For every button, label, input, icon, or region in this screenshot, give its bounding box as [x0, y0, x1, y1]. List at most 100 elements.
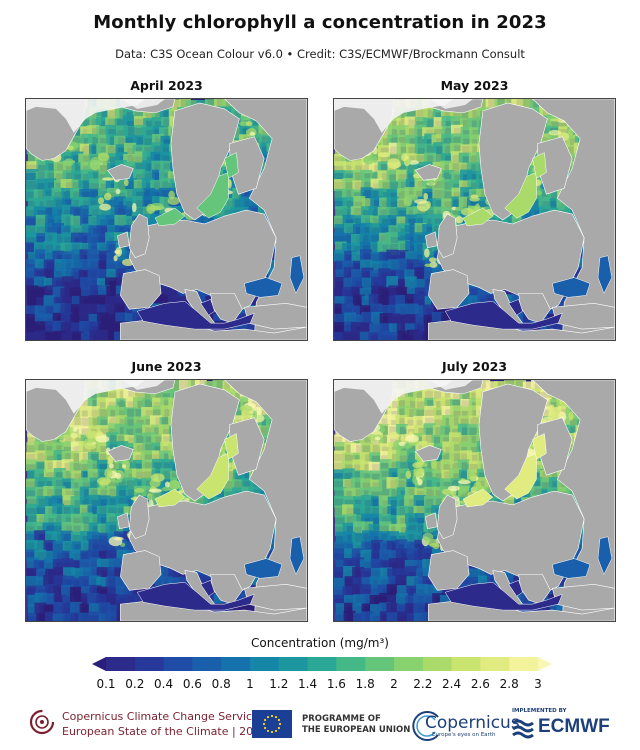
chlorophyll-cell — [353, 215, 366, 228]
chlorophyll-cell — [451, 133, 464, 146]
chlorophyll-cell — [432, 424, 445, 437]
chlorophyll-cell — [468, 152, 481, 165]
chlorophyll-cell — [105, 277, 117, 290]
chlorophyll-cell — [469, 398, 482, 411]
chlorophyll-cell — [106, 496, 119, 509]
chlorophyll-cell — [413, 161, 426, 174]
chlorophyll-cell — [44, 477, 56, 490]
chlorophyll-cell — [413, 206, 425, 218]
chlorophyll-cell — [360, 549, 373, 562]
chlorophyll-cell — [105, 305, 118, 317]
bloom-patch — [98, 152, 110, 162]
chlorophyll-cell — [413, 495, 426, 507]
chlorophyll-cell — [360, 222, 373, 235]
chlorophyll-cell — [35, 585, 48, 598]
chlorophyll-cell — [359, 559, 372, 572]
chlorophyll-cell — [556, 479, 569, 492]
chlorophyll-cell — [477, 575, 490, 588]
chlorophyll-cell — [80, 523, 93, 536]
chlorophyll-cell — [179, 380, 192, 391]
chlorophyll-cell — [351, 242, 364, 255]
chlorophyll-cell — [387, 568, 400, 581]
chlorophyll-cell — [478, 380, 491, 392]
chlorophyll-cell — [98, 134, 110, 147]
land-iceland — [415, 164, 442, 181]
chlorophyll-cell — [413, 408, 425, 421]
chlorophyll-cell — [379, 549, 392, 562]
chlorophyll-cell — [62, 540, 75, 553]
eu-programme-text: PROGRAMME OF THE EUROPEAN UNION — [302, 714, 410, 736]
chlorophyll-cell — [334, 197, 347, 210]
colorbar-bin — [451, 657, 481, 671]
chlorophyll-cell — [87, 460, 100, 473]
chlorophyll-cell — [466, 170, 479, 183]
chlorophyll-cell — [477, 468, 490, 481]
chlorophyll-cell — [151, 488, 164, 501]
chlorophyll-cell — [26, 313, 38, 326]
chlorophyll-cell — [387, 215, 400, 228]
chlorophyll-cell — [141, 407, 153, 419]
chlorophyll-cell — [370, 178, 383, 191]
chlorophyll-cell — [89, 611, 102, 621]
chlorophyll-cell — [96, 586, 109, 599]
chlorophyll-cell — [378, 215, 391, 228]
chlorophyll-cell — [214, 99, 227, 111]
chlorophyll-cell — [404, 486, 417, 499]
eu-line-2: THE EUROPEAN UNION — [302, 725, 411, 735]
chlorophyll-cell — [370, 567, 383, 580]
chlorophyll-cell — [396, 450, 409, 463]
chlorophyll-cell — [239, 124, 252, 137]
chlorophyll-cell — [379, 504, 391, 517]
chlorophyll-cell — [52, 207, 65, 220]
chlorophyll-cell — [369, 613, 382, 621]
chlorophyll-cell — [61, 296, 74, 309]
chlorophyll-cell — [431, 461, 444, 474]
chlorophyll-cell — [342, 586, 355, 599]
chlorophyll-cell — [133, 432, 146, 445]
chlorophyll-cell — [27, 594, 40, 607]
chlorophyll-cell — [370, 261, 383, 273]
eu-star — [277, 718, 281, 722]
bloom-patch — [245, 121, 253, 127]
chlorophyll-cell — [387, 531, 400, 544]
chlorophyll-cell — [422, 188, 435, 201]
chlorophyll-cell — [107, 558, 120, 571]
bloom-patch — [104, 468, 113, 479]
chlorophyll-cell — [45, 450, 57, 463]
chlorophyll-cell — [442, 584, 455, 597]
chlorophyll-cell — [142, 485, 155, 498]
chlorophyll-cell — [61, 152, 74, 165]
chlorophyll-cell — [97, 523, 110, 536]
chlorophyll-cell — [36, 568, 49, 581]
chlorophyll-cell — [334, 331, 346, 340]
chlorophyll-cell — [60, 530, 73, 543]
chlorophyll-cell — [380, 443, 392, 456]
chlorophyll-cell — [167, 171, 180, 184]
chlorophyll-cell — [378, 287, 391, 300]
chlorophyll-cell — [195, 494, 208, 507]
bloom-patch — [549, 118, 563, 122]
chlorophyll-cell — [105, 610, 118, 621]
chlorophyll-cell — [459, 441, 472, 454]
bloom-patch — [167, 196, 180, 206]
chlorophyll-cell — [34, 305, 47, 318]
sea-baltic — [196, 453, 229, 500]
chlorophyll-cell — [397, 396, 410, 409]
sea-ice — [429, 99, 474, 109]
chlorophyll-cell — [342, 478, 355, 491]
chlorophyll-cell — [431, 434, 444, 447]
chlorophyll-cell — [395, 539, 408, 552]
panel-title: April 2023 — [130, 78, 203, 93]
chlorophyll-cell — [370, 303, 383, 316]
chlorophyll-cell — [388, 242, 401, 255]
chlorophyll-cell — [405, 214, 418, 227]
bloom-patch — [147, 205, 161, 211]
chlorophyll-cell — [161, 434, 174, 447]
bloom-patch — [400, 153, 409, 162]
colorbar-bin — [134, 657, 165, 671]
chlorophyll-cell — [362, 161, 375, 174]
chlorophyll-cell — [433, 206, 446, 219]
chlorophyll-cell — [231, 390, 244, 402]
chlorophyll-cell — [88, 225, 101, 238]
sea-caspianSea — [289, 536, 305, 576]
